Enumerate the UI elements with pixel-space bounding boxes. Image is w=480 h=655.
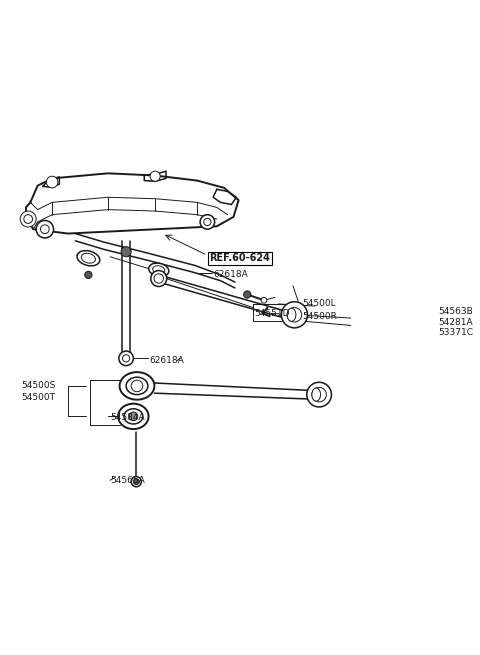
Text: 54281A: 54281A xyxy=(438,318,473,327)
Circle shape xyxy=(281,302,308,328)
Text: 54563B: 54563B xyxy=(438,307,473,316)
Circle shape xyxy=(204,218,211,225)
Circle shape xyxy=(121,246,131,257)
Circle shape xyxy=(200,215,215,229)
Circle shape xyxy=(307,383,331,407)
Text: 54500L: 54500L xyxy=(302,299,336,309)
Text: 62618A: 62618A xyxy=(213,271,248,280)
Ellipse shape xyxy=(312,388,321,401)
Circle shape xyxy=(122,355,130,362)
Ellipse shape xyxy=(118,403,149,429)
Ellipse shape xyxy=(153,266,165,274)
Circle shape xyxy=(24,215,33,223)
Circle shape xyxy=(20,211,36,227)
Ellipse shape xyxy=(81,253,96,263)
Circle shape xyxy=(85,271,92,278)
Text: 54500T: 54500T xyxy=(21,393,55,402)
Ellipse shape xyxy=(126,377,148,394)
Text: 54565A: 54565A xyxy=(110,476,145,485)
Circle shape xyxy=(40,225,49,234)
Ellipse shape xyxy=(120,372,155,400)
Text: 62618A: 62618A xyxy=(149,356,184,365)
Circle shape xyxy=(244,291,251,298)
Ellipse shape xyxy=(287,309,296,322)
Circle shape xyxy=(119,351,133,365)
Text: 53371C: 53371C xyxy=(438,328,473,337)
Circle shape xyxy=(150,171,160,181)
Text: 54500S: 54500S xyxy=(21,381,55,390)
Ellipse shape xyxy=(124,409,143,424)
Ellipse shape xyxy=(151,271,167,286)
Circle shape xyxy=(261,297,267,303)
Circle shape xyxy=(133,479,139,485)
Ellipse shape xyxy=(154,274,164,283)
Circle shape xyxy=(312,387,326,402)
Text: 54551D: 54551D xyxy=(254,309,290,318)
Ellipse shape xyxy=(149,263,169,276)
Circle shape xyxy=(36,221,54,238)
Circle shape xyxy=(46,176,58,188)
Circle shape xyxy=(129,412,138,421)
Ellipse shape xyxy=(77,251,100,266)
Text: 54584A: 54584A xyxy=(110,413,145,422)
Circle shape xyxy=(131,477,141,487)
Text: REF.60-624: REF.60-624 xyxy=(210,253,270,263)
Circle shape xyxy=(287,308,302,322)
Circle shape xyxy=(131,380,143,392)
Text: 54500R: 54500R xyxy=(302,312,337,321)
